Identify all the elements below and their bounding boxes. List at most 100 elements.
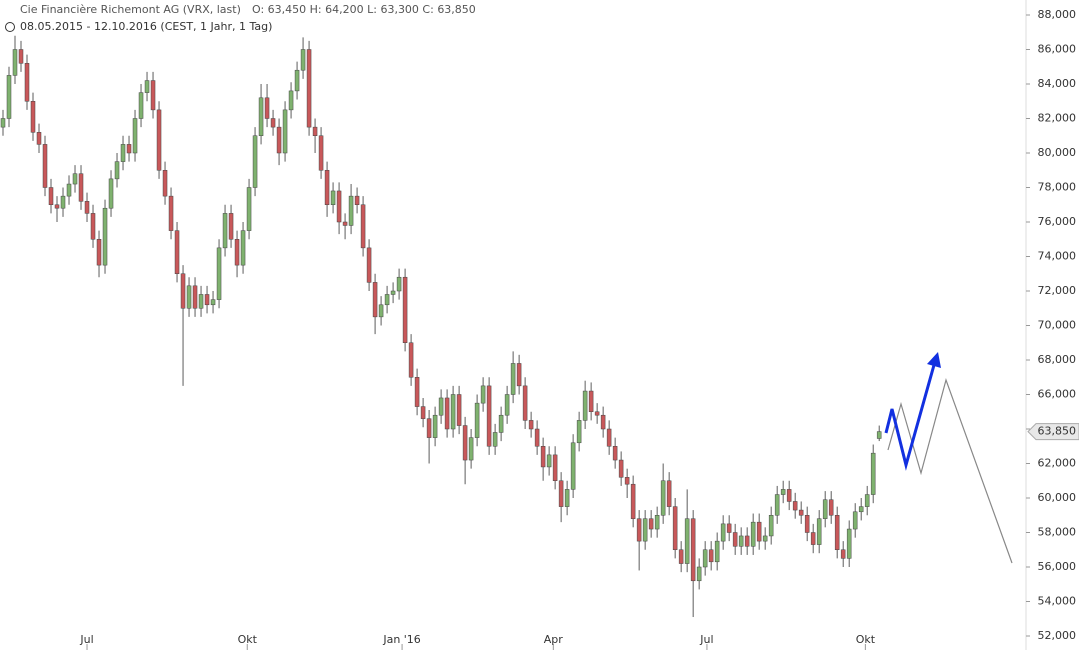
candle-body <box>168 195 174 231</box>
projection-line <box>887 377 1013 564</box>
y-tick-label: 70,000 <box>1038 319 1077 332</box>
candle-body <box>630 483 636 519</box>
candle-body <box>552 454 558 481</box>
x-tick-label: Jan '16 <box>382 633 420 646</box>
candle-body <box>702 549 708 568</box>
y-tick-label: 60,000 <box>1038 491 1077 504</box>
candle-body <box>456 394 462 426</box>
candle-body <box>774 494 780 516</box>
candle-body <box>372 282 378 318</box>
candle-body <box>756 521 762 542</box>
candle-body <box>594 411 600 416</box>
y-tick-label: 86,000 <box>1038 43 1077 56</box>
candle-body <box>378 304 384 318</box>
clock-icon <box>5 22 15 32</box>
candle-body <box>642 518 648 542</box>
candle-body <box>510 363 516 395</box>
candle-body <box>654 515 660 530</box>
candle-body <box>228 213 234 240</box>
candle-body <box>726 523 732 533</box>
y-tick-label: 54,000 <box>1038 595 1077 608</box>
candle-body <box>462 425 468 461</box>
candle-body <box>246 187 252 231</box>
candle-body <box>672 506 678 550</box>
candle-body <box>744 535 750 547</box>
candle-body <box>690 518 696 582</box>
candle-body <box>624 477 630 485</box>
candle-body <box>132 118 138 154</box>
candle-body <box>804 515 810 533</box>
candle-body <box>474 402 480 438</box>
candle-body <box>762 535 768 542</box>
y-tick-label: 74,000 <box>1038 250 1077 263</box>
candle-body <box>534 428 540 447</box>
candle-body <box>342 221 348 226</box>
candle-body <box>354 195 360 205</box>
candle-body <box>180 273 186 309</box>
candle-body <box>576 420 582 444</box>
candle-body <box>84 201 90 214</box>
candle-body <box>108 178 114 209</box>
candle-body <box>858 506 864 513</box>
candle-body <box>738 535 744 547</box>
candle-body <box>852 511 858 530</box>
candle-body <box>708 549 714 563</box>
candle-body <box>492 432 498 447</box>
y-tick-label: 56,000 <box>1038 560 1077 573</box>
candle-body <box>222 213 228 249</box>
y-tick-label: 78,000 <box>1038 181 1077 194</box>
candle-body <box>144 80 150 93</box>
candle-body <box>666 480 672 507</box>
candle-body <box>138 92 144 119</box>
last-price-label: 63,850 <box>1038 425 1077 438</box>
candle-body <box>798 509 804 516</box>
candle-body <box>582 390 588 421</box>
candle-body <box>366 247 372 283</box>
candle-body <box>846 528 852 559</box>
candle-body <box>36 132 42 145</box>
candle-body <box>438 397 444 416</box>
candle-body <box>660 480 666 516</box>
candle-body <box>318 135 324 171</box>
candle-body <box>0 118 6 128</box>
candle-body <box>30 101 36 133</box>
candle-body <box>276 126 282 154</box>
candle-body <box>198 294 204 309</box>
candle-body <box>48 187 54 205</box>
candle-body <box>750 521 756 547</box>
candle-body <box>444 397 450 430</box>
candle-body <box>528 420 534 430</box>
candle-body <box>588 390 594 412</box>
candle-body <box>126 144 132 154</box>
candle-body <box>360 204 366 249</box>
candle-body <box>78 173 84 202</box>
candle-body <box>420 406 426 419</box>
candle-body <box>426 418 432 438</box>
candle-body <box>678 549 684 564</box>
candle-body <box>870 452 876 495</box>
candle-body <box>102 207 108 266</box>
candle-body <box>408 342 414 378</box>
candle-body <box>192 285 198 309</box>
candle-body <box>156 109 162 171</box>
candle-body <box>636 518 642 542</box>
candle-body <box>834 515 840 550</box>
candle-body <box>780 489 786 495</box>
chart-subtitle: 08.05.2015 - 12.10.2016 (CEST, 1 Jahr, 1… <box>20 20 272 33</box>
candle-body <box>210 299 216 306</box>
candle-body <box>810 532 816 545</box>
x-tick-label: Okt <box>856 633 876 646</box>
candle-body <box>540 446 546 468</box>
y-tick-label: 52,000 <box>1038 629 1077 642</box>
chart-title: Cie Financière Richemont AG (VRX, last) <box>20 3 241 16</box>
candle-body <box>570 442 576 490</box>
candle-body <box>120 144 126 162</box>
candle-body <box>522 385 528 421</box>
candle-body <box>876 431 882 439</box>
candle-body <box>432 414 438 438</box>
candle-body <box>840 549 846 559</box>
candle-body <box>42 144 48 188</box>
candle-body <box>324 170 330 205</box>
candle-body <box>240 230 246 266</box>
